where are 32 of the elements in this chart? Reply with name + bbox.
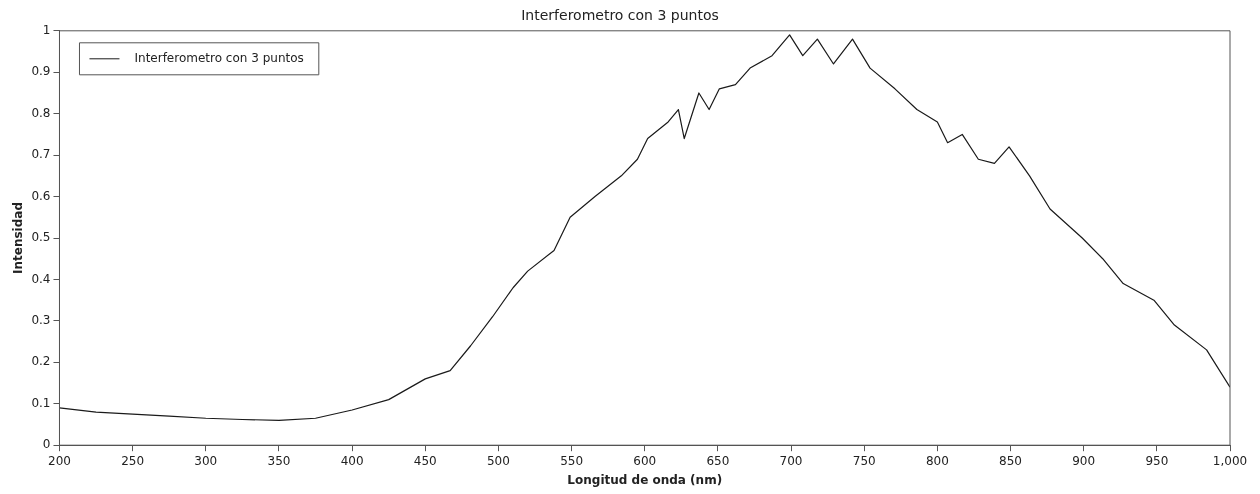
x-tick-label: 500 <box>486 453 510 468</box>
x-axis-title: Longitud de onda (nm) <box>567 472 723 487</box>
y-tick-label: 0.6 <box>31 188 51 203</box>
x-tick-label: 450 <box>413 453 437 468</box>
y-tick-label: 1 <box>42 22 51 37</box>
y-tick-label: 0.1 <box>31 395 51 410</box>
x-tick-label: 400 <box>340 453 364 468</box>
x-tick-label: 700 <box>779 453 803 468</box>
x-tick-label: 600 <box>633 453 657 468</box>
y-tick-label: 0.3 <box>31 313 51 328</box>
x-tick-label: 750 <box>852 453 876 468</box>
y-tick-label: 0.5 <box>31 230 51 245</box>
y-tick-label: 0.2 <box>31 354 51 369</box>
y-tick-label: 0.8 <box>31 105 51 120</box>
x-tick-label: 1,000 <box>1212 453 1248 468</box>
x-tick-label: 200 <box>48 453 71 468</box>
y-tick-label: 0.4 <box>31 271 51 286</box>
x-tick-label: 950 <box>1145 453 1169 468</box>
x-tick-label: 800 <box>925 453 949 468</box>
y-tick-label: 0.9 <box>31 64 51 79</box>
y-axis-title: Intensidad <box>11 202 26 274</box>
x-tick-label: 250 <box>121 453 145 468</box>
x-tick-label: 650 <box>706 453 730 468</box>
y-tick-label: 0 <box>42 437 51 452</box>
chart-title: Interferometro con 3 puntos <box>521 7 719 24</box>
y-tick-label: 0.7 <box>31 147 51 162</box>
x-tick-label: 350 <box>267 453 291 468</box>
x-tick-label: 300 <box>194 453 218 468</box>
x-tick-label: 550 <box>560 453 584 468</box>
x-tick-label: 900 <box>1072 453 1096 468</box>
legend-label: Interferometro con 3 puntos <box>134 50 304 65</box>
x-tick-label: 850 <box>999 453 1022 468</box>
